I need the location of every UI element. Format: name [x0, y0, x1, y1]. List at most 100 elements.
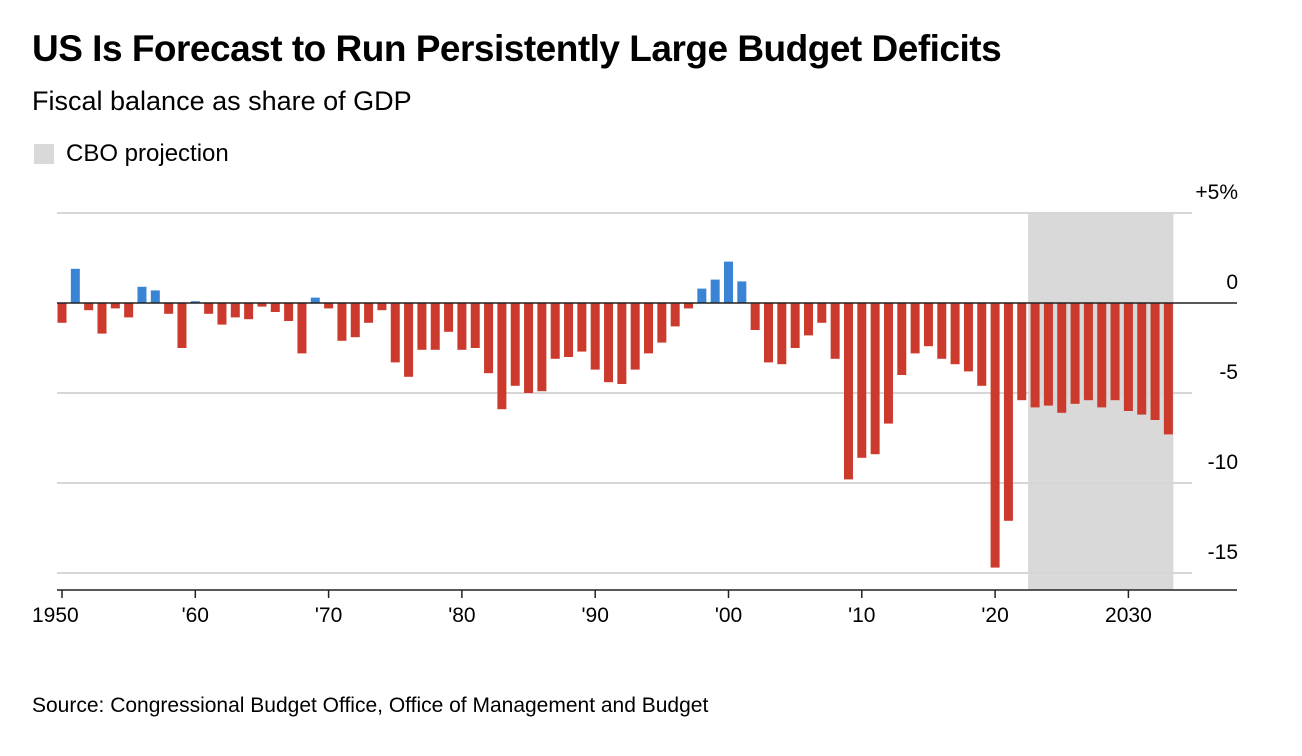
bar-1961	[204, 303, 214, 314]
bar-2028	[1097, 303, 1107, 408]
bar-1965	[257, 303, 267, 307]
bar-2009	[843, 303, 853, 480]
bar-2024	[1043, 303, 1053, 406]
bar-1967	[284, 303, 294, 321]
bar-1955	[124, 303, 134, 318]
x-tick-label: '00	[715, 604, 742, 627]
x-tick-label: '10	[848, 604, 875, 627]
bar-1970	[324, 303, 334, 309]
bar-1986	[537, 303, 547, 392]
bar-2029	[1110, 303, 1120, 401]
bar-2030	[1123, 303, 1133, 411]
bar-2015	[923, 303, 933, 347]
bar-2020	[990, 303, 1000, 568]
bar-2010	[857, 303, 867, 458]
bar-1989	[577, 303, 587, 352]
bar-2022	[1017, 303, 1027, 401]
chart-title: US Is Forecast to Run Persistently Large…	[32, 28, 1002, 69]
bar-1987	[550, 303, 560, 359]
y-tick-label: +5%	[1195, 181, 1238, 204]
legend: CBO projection	[34, 140, 229, 168]
bar-1982	[484, 303, 494, 374]
bar-1984	[510, 303, 520, 386]
bar-1956	[137, 286, 147, 303]
bar-2004	[777, 303, 787, 365]
bar-1992	[617, 303, 627, 384]
bar-1954	[110, 303, 120, 309]
bar-2016	[937, 303, 947, 359]
bar-2031	[1137, 303, 1147, 415]
bar-1972	[350, 303, 360, 338]
source-note: Source: Congressional Budget Office, Off…	[32, 694, 709, 717]
bar-2032	[1150, 303, 1160, 420]
x-tick-label: '90	[582, 604, 609, 627]
bar-2026	[1070, 303, 1080, 404]
x-tick-label: '70	[315, 604, 342, 627]
bar-1975	[390, 303, 400, 363]
bar-2019	[977, 303, 987, 386]
bar-1963	[230, 303, 240, 318]
x-tick-label: 1950	[32, 604, 79, 627]
bar-1998	[697, 288, 707, 303]
bar-2001	[737, 281, 747, 303]
bar-2003	[763, 303, 773, 363]
bar-1962	[217, 303, 227, 325]
bar-2000	[724, 261, 733, 303]
bar-2005	[790, 303, 800, 348]
bar-2023	[1030, 303, 1040, 408]
bar-1960	[190, 301, 200, 303]
bar-2025	[1057, 303, 1067, 413]
bar-1953	[97, 303, 107, 334]
bar-1980	[457, 303, 467, 350]
bar-2027	[1083, 303, 1093, 401]
bar-2021	[1003, 303, 1013, 521]
y-tick-label: 0	[1226, 271, 1238, 294]
bar-1991	[604, 303, 614, 383]
bar-1978	[430, 303, 440, 350]
bar-2018	[963, 303, 973, 372]
bar-2014	[910, 303, 920, 354]
bar-1999	[710, 279, 720, 303]
legend-label-projection: CBO projection	[66, 140, 229, 167]
bar-2008	[830, 303, 840, 359]
bar-1985	[524, 303, 534, 393]
bar-2012	[883, 303, 893, 424]
bar-1996	[670, 303, 680, 327]
bar-1964	[244, 303, 254, 320]
bar-2002	[750, 303, 760, 330]
y-tick-label: -5	[1219, 361, 1238, 384]
x-tick-label: '80	[448, 604, 475, 627]
bar-2007	[817, 303, 827, 323]
bar-1993	[630, 303, 640, 370]
bar-1973	[364, 303, 374, 323]
bar-2006	[803, 303, 813, 336]
x-tick-label: '60	[182, 604, 209, 627]
bar-1957	[150, 290, 160, 303]
bar-1983	[497, 303, 507, 410]
x-tick-label: 2030	[1105, 604, 1152, 627]
bar-1990	[590, 303, 600, 370]
y-tick-label: -10	[1208, 451, 1238, 474]
bar-1997	[684, 303, 694, 309]
bar-1994	[644, 303, 654, 354]
bar-1951	[70, 268, 80, 303]
bar-1959	[177, 303, 187, 348]
x-tick-label: '20	[981, 604, 1008, 627]
bar-1950	[57, 303, 67, 323]
bar-1952	[84, 303, 94, 311]
bar-2011	[870, 303, 880, 455]
bar-1974	[377, 303, 387, 311]
bar-1988	[564, 303, 574, 357]
y-tick-label: -15	[1208, 541, 1238, 564]
legend-swatch-projection	[34, 144, 54, 164]
bar-2013	[897, 303, 907, 375]
chart-subtitle: Fiscal balance as share of GDP	[32, 86, 412, 116]
bar-1979	[444, 303, 454, 332]
bar-1968	[297, 303, 307, 354]
bar-1966	[270, 303, 280, 312]
bar-2017	[950, 303, 960, 365]
bar-1958	[164, 303, 174, 314]
bar-1977	[417, 303, 427, 350]
